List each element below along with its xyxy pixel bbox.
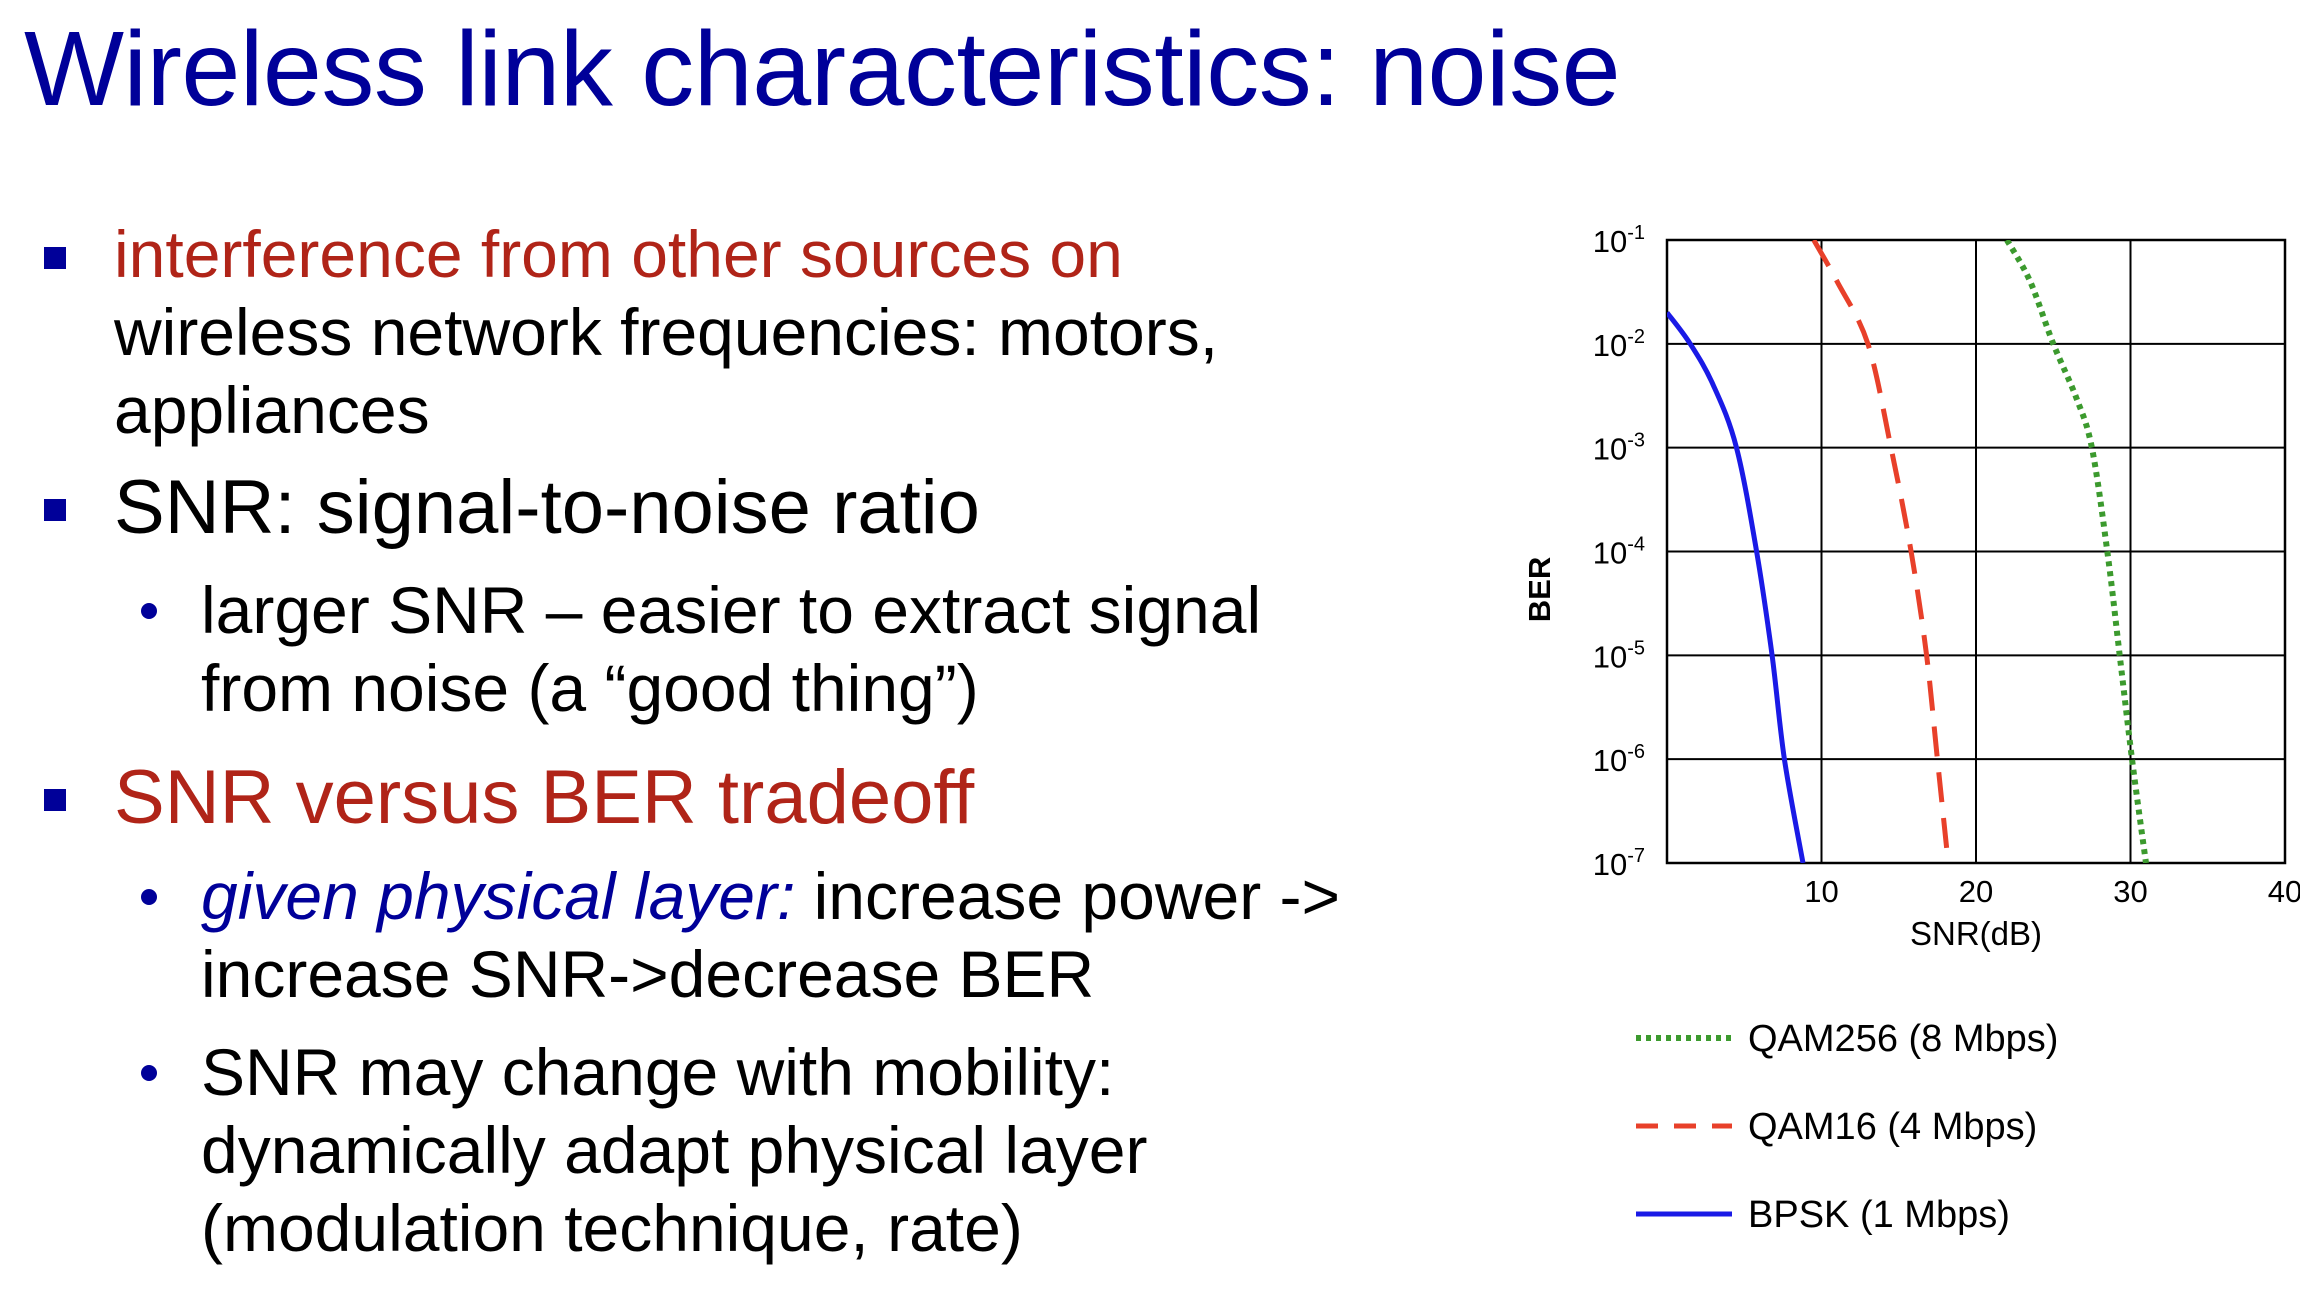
physical-layer-line2: increase SNR->decrease BER — [201, 937, 1095, 1011]
interference-highlight: interference from other sources on — [114, 217, 1123, 291]
ber-snr-chart: 10-1 10-2 10-3 10-4 10-5 10-6 10-7 10 20 30 40 SNR(… — [1522, 222, 2300, 1236]
bullet-interference: interference from other sources on wirel… — [44, 215, 1444, 449]
bullet-list: interference from other sources on wirel… — [44, 215, 1444, 1267]
snr-definition: SNR: signal-to-noise ratio — [114, 465, 980, 550]
slide-title: Wireless link characteristics: noise — [24, 10, 1621, 128]
mobility-line3: (modulation technique, rate) — [201, 1191, 1023, 1265]
physical-layer-line1: given physical layer: increase power -> — [201, 857, 1444, 935]
larger-snr-line1: larger SNR – easier to extract signal — [201, 573, 1262, 647]
chart-series — [1667, 240, 2149, 863]
legend-label: QAM256 (8 Mbps) — [1748, 1018, 2058, 1060]
bullet-dot-icon — [141, 889, 157, 905]
interference-line2: wireless network frequencies: motors, — [114, 295, 1219, 369]
x-axis-label: SNR(dB) — [1910, 915, 2042, 952]
bullet-snr: SNR: signal-to-noise ratio — [44, 463, 1444, 553]
bullet-tradeoff: SNR versus BER tradeoff — [44, 753, 1444, 843]
mobility-line1: SNR may change with mobility: — [201, 1035, 1115, 1109]
y-tick-label: 10-6 — [1593, 741, 1645, 778]
physical-layer-rest: increase power -> — [795, 859, 1341, 933]
bullet-square-icon — [44, 499, 66, 521]
legend-label: QAM16 (4 Mbps) — [1748, 1106, 2037, 1148]
y-tick-label: 10-1 — [1593, 222, 1645, 259]
y-tick-label: 10-7 — [1593, 845, 1645, 882]
y-tick-label: 10-2 — [1593, 326, 1645, 363]
x-tick-label: 20 — [1959, 874, 1993, 909]
x-tick-label: 10 — [1804, 874, 1838, 909]
sub-bullet-mobility: SNR may change with mobility: dynamicall… — [44, 1033, 1444, 1267]
series-line-bpsk-1-mbps — [1667, 311, 1806, 863]
x-tick-label: 40 — [2268, 874, 2300, 909]
sub-bullet-larger-snr: larger SNR – easier to extract signal fr… — [44, 571, 1444, 727]
bullet-square-icon — [44, 789, 66, 811]
physical-layer-italic: given physical layer: — [201, 859, 796, 933]
series-line-qam256-8-mbps — [2004, 240, 2149, 863]
y-axis-label: BER — [1522, 557, 1557, 622]
chart-legend: QAM256 (8 Mbps) QAM16 (4 Mbps) BPSK (1 Mbp… — [1636, 1018, 2058, 1236]
x-tick-label: 30 — [2113, 874, 2147, 909]
y-tick-label: 10-4 — [1593, 534, 1645, 571]
bullet-dot-icon — [141, 1065, 157, 1081]
interference-line3: appliances — [114, 373, 430, 447]
chart-grid — [1665, 238, 2287, 865]
series-line-qam16-4-mbps — [1811, 240, 1951, 863]
mobility-line2: dynamically adapt physical layer — [201, 1113, 1148, 1187]
chart-axes: 10-1 10-2 10-3 10-4 10-5 10-6 10-7 10 20 30 40 SNR(… — [1522, 222, 2300, 952]
y-tick-label: 10-5 — [1593, 637, 1645, 674]
sub-bullet-physical-layer: given physical layer: increase power -> … — [44, 857, 1444, 1013]
bullet-dot-icon — [141, 603, 157, 619]
legend-label: BPSK (1 Mbps) — [1748, 1194, 2010, 1236]
bullet-square-icon — [44, 247, 66, 269]
larger-snr-line2: from noise (a “good thing”) — [201, 651, 979, 725]
tradeoff-heading: SNR versus BER tradeoff — [114, 755, 975, 840]
y-tick-label: 10-3 — [1593, 430, 1645, 467]
